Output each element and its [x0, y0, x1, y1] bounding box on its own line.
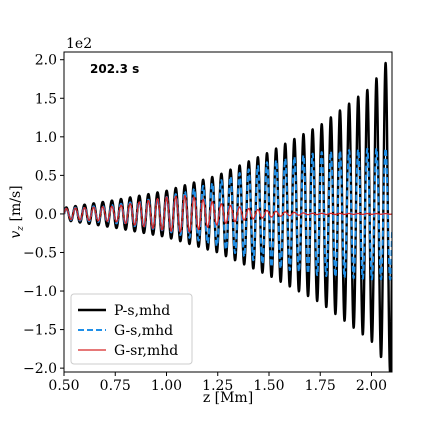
- y-tick-label: 0.5: [35, 168, 57, 184]
- x-tick-label: 1.00: [151, 378, 182, 394]
- legend-label-p-s: P-s,mhd: [114, 303, 170, 319]
- y-tick-label: −1.0: [23, 284, 57, 300]
- y-tick-label: −1.5: [23, 323, 57, 339]
- plot-frame: [63, 51, 393, 373]
- y-tick-label: 1.5: [35, 91, 57, 107]
- x-tick-label: 0.50: [48, 378, 79, 394]
- chart-series-group: [64, 61, 392, 372]
- y-tick-label: 2.0: [35, 53, 57, 69]
- x-tick-label: 1.25: [202, 378, 233, 394]
- legend-box: [70, 293, 193, 365]
- y-tick-label: 0.0: [35, 207, 57, 223]
- series-line-g-sr: [64, 194, 392, 233]
- legend: P-s,mhd G-s,mhd G-sr,mhd: [70, 293, 193, 365]
- x-axis-label: z [Mm]: [203, 390, 253, 406]
- y-tick-label: −0.5: [23, 245, 57, 261]
- y-tick-label: 1.0: [35, 130, 57, 146]
- x-tick-label: 1.75: [305, 378, 336, 394]
- x-tick-label: 2.00: [356, 378, 387, 394]
- x-axis-ticks: 0.50 0.75 1.00 1.25 1.50 1.75 2.00: [48, 372, 387, 394]
- x-tick-label: 1.50: [253, 378, 284, 394]
- y-tick-label: −2.0: [23, 361, 57, 377]
- x-tick-label: 0.75: [100, 378, 131, 394]
- y-axis-multiplier: 1e2: [66, 36, 92, 52]
- y-axis-label: vz [m/s]: [8, 185, 26, 238]
- legend-label-g-s: G-s,mhd: [114, 323, 173, 339]
- legend-label-g-sr: G-sr,mhd: [114, 343, 178, 359]
- y-axis-ticks: 2.0 1.5 1.0 0.5 0.0 −0.5 −1.0 −1.5 −2.0: [23, 53, 64, 377]
- time-annotation: 202.3 s: [90, 62, 139, 76]
